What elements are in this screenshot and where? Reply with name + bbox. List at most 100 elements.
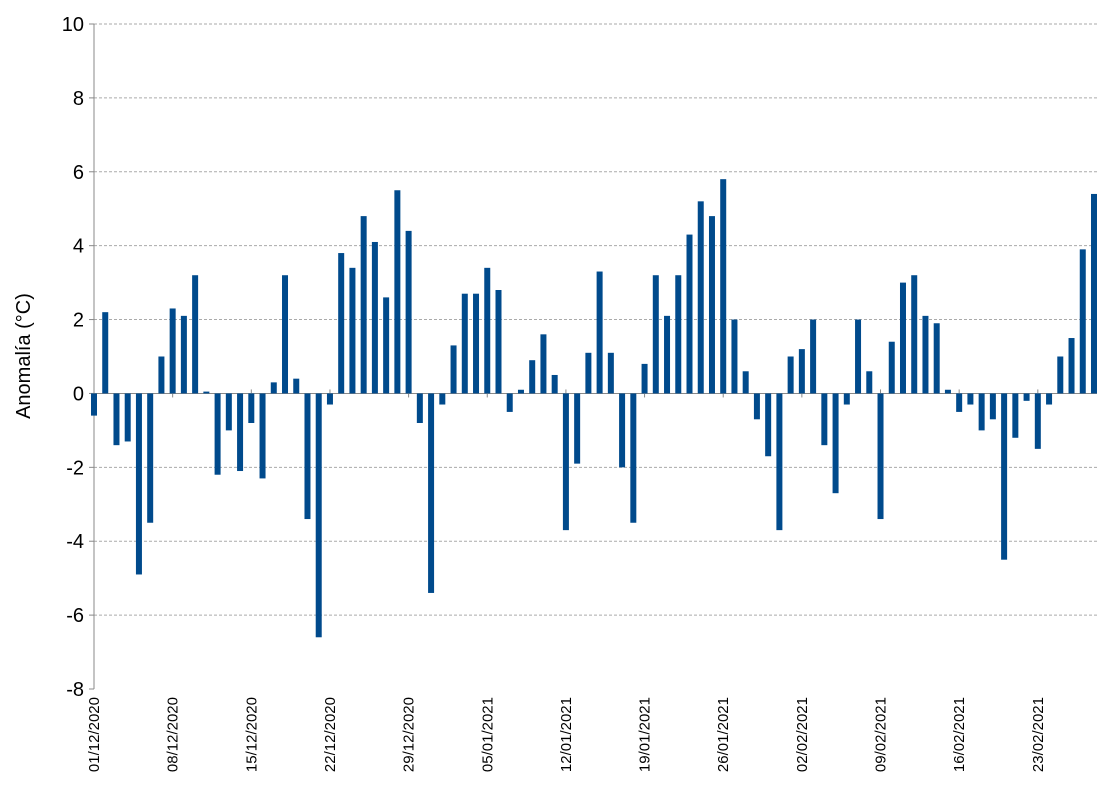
bar bbox=[708, 216, 715, 394]
bar bbox=[574, 393, 581, 464]
x-tick-label: 09/02/2021 bbox=[873, 697, 890, 772]
bar bbox=[529, 360, 536, 394]
bar bbox=[551, 374, 558, 394]
bar bbox=[686, 234, 693, 394]
x-tick-label: 12/01/2021 bbox=[558, 697, 575, 772]
bar bbox=[922, 315, 929, 394]
bar bbox=[473, 293, 480, 394]
bar bbox=[506, 393, 513, 412]
x-tick-label: 19/01/2021 bbox=[637, 697, 654, 772]
bar bbox=[697, 201, 704, 394]
bar bbox=[371, 241, 378, 394]
x-tick-label: 22/12/2020 bbox=[322, 697, 339, 772]
bar bbox=[450, 345, 457, 394]
bar bbox=[1079, 249, 1086, 394]
bar bbox=[753, 393, 760, 420]
bar bbox=[349, 267, 356, 394]
bar bbox=[1023, 393, 1030, 401]
bar bbox=[967, 393, 974, 405]
bar bbox=[124, 393, 131, 442]
bar bbox=[798, 349, 805, 394]
bar bbox=[855, 319, 862, 394]
bar bbox=[866, 371, 873, 394]
y-tick-label: 10 bbox=[62, 14, 84, 36]
bar bbox=[282, 275, 289, 394]
bar bbox=[1091, 193, 1097, 394]
bar bbox=[562, 393, 569, 531]
bar bbox=[911, 275, 918, 394]
bar bbox=[821, 393, 828, 446]
bar bbox=[989, 393, 996, 420]
bar bbox=[405, 230, 412, 394]
bar bbox=[495, 290, 502, 394]
bar bbox=[810, 319, 817, 394]
bar bbox=[1012, 393, 1019, 438]
y-tick-label: 4 bbox=[73, 236, 84, 258]
bar bbox=[843, 393, 850, 405]
bar bbox=[383, 297, 390, 394]
bar bbox=[877, 393, 884, 520]
bar bbox=[899, 282, 906, 394]
x-tick-label: 26/01/2021 bbox=[715, 697, 732, 772]
x-tick-label: 16/02/2021 bbox=[951, 697, 968, 772]
y-tick-label: -4 bbox=[66, 531, 84, 553]
bar bbox=[484, 267, 491, 394]
y-tick-label: 8 bbox=[73, 88, 84, 110]
bar bbox=[517, 389, 524, 394]
bar bbox=[180, 315, 187, 394]
bar bbox=[293, 378, 300, 394]
bar bbox=[933, 323, 940, 394]
bar bbox=[225, 393, 232, 431]
bar bbox=[113, 393, 120, 446]
bar bbox=[675, 275, 682, 394]
bar bbox=[832, 393, 839, 494]
y-tick-label: 2 bbox=[73, 310, 84, 332]
bar bbox=[944, 389, 951, 394]
bar bbox=[248, 393, 255, 423]
bar bbox=[169, 308, 176, 394]
y-tick-label: -8 bbox=[66, 679, 84, 701]
bar bbox=[1034, 393, 1041, 449]
bar bbox=[237, 393, 244, 472]
bar bbox=[652, 275, 659, 394]
bar bbox=[585, 352, 592, 394]
bar bbox=[731, 319, 738, 394]
bar bbox=[776, 393, 783, 531]
bar bbox=[338, 253, 345, 394]
bar bbox=[787, 356, 794, 394]
bar bbox=[888, 341, 895, 394]
bar bbox=[765, 393, 772, 457]
x-tick-label: 01/12/2020 bbox=[86, 697, 103, 772]
bar bbox=[304, 393, 311, 520]
bar bbox=[978, 393, 985, 431]
bar bbox=[394, 190, 401, 394]
bar bbox=[192, 275, 199, 394]
bar bbox=[1068, 338, 1075, 394]
bar bbox=[270, 382, 277, 394]
bar bbox=[326, 393, 333, 405]
bar bbox=[315, 393, 322, 638]
bar bbox=[91, 393, 97, 416]
bar bbox=[641, 363, 648, 394]
x-tick-label: 29/12/2020 bbox=[401, 697, 418, 772]
bar bbox=[461, 293, 468, 394]
y-tick-label: 6 bbox=[73, 162, 84, 184]
bar bbox=[956, 393, 963, 412]
bar bbox=[158, 356, 165, 394]
x-tick-label: 05/01/2021 bbox=[479, 697, 496, 772]
bar bbox=[596, 271, 603, 394]
y-tick-label: 0 bbox=[73, 383, 84, 405]
x-tick-label: 08/12/2020 bbox=[165, 697, 182, 772]
bar bbox=[203, 391, 210, 394]
x-tick-label: 15/12/2020 bbox=[243, 697, 260, 772]
bar bbox=[102, 312, 109, 394]
bar bbox=[742, 371, 749, 394]
bar bbox=[259, 393, 266, 479]
bar bbox=[664, 315, 671, 394]
bar bbox=[135, 393, 142, 575]
x-tick-label: 02/02/2021 bbox=[794, 697, 811, 772]
bar bbox=[540, 334, 547, 394]
bar bbox=[360, 216, 367, 394]
bar bbox=[428, 393, 435, 593]
bar bbox=[1001, 393, 1008, 560]
